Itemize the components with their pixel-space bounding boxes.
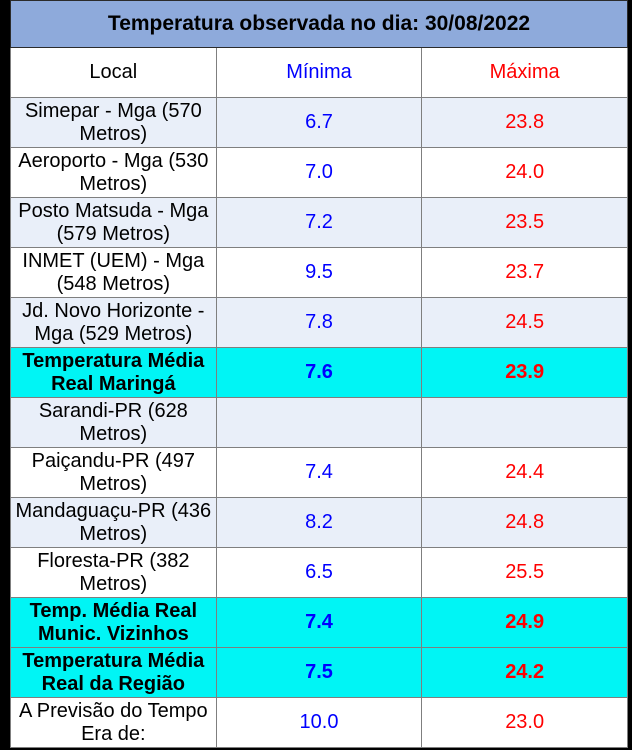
row-max: 25.5: [421, 547, 628, 598]
table-row: Sarandi-PR (628 Metros): [10, 397, 628, 448]
header-row: Local Mínima Máxima: [10, 47, 628, 98]
row-min: 6.5: [215, 547, 423, 598]
row-local: Jd. Novo Horizonte - Mga (529 Metros): [10, 297, 217, 348]
table-row: Aeroporto - Mga (530 Metros) 7.0 24.0: [10, 147, 628, 198]
avg-min: 7.4: [215, 597, 423, 648]
row-max: 23.8: [421, 97, 628, 148]
row-local: Simepar - Mga (570 Metros): [10, 97, 217, 148]
avg-max: 23.9: [421, 347, 628, 398]
row-min: 7.0: [215, 147, 423, 198]
table-row: Simepar - Mga (570 Metros) 6.7 23.8: [10, 97, 628, 148]
row-max: 23.7: [421, 247, 628, 298]
temperature-table: Temperatura observada no dia: 30/08/2022…: [10, 0, 628, 748]
header-minima: Mínima: [215, 47, 423, 98]
row-min: 8.2: [215, 497, 423, 548]
row-min: 7.2: [215, 197, 423, 248]
row-max: 23.5: [421, 197, 628, 248]
average-row-vizinhos: Temp. Média Real Munic. Vizinhos 7.4 24.…: [10, 597, 628, 648]
avg-local: Temp. Média Real Munic. Vizinhos: [10, 597, 217, 648]
avg-min: 7.5: [215, 647, 423, 698]
row-max: 24.0: [421, 147, 628, 198]
table-row: Paiçandu-PR (497 Metros) 7.4 24.4: [10, 447, 628, 498]
forecast-row: A Previsão do Tempo Era de: 10.0 23.0: [10, 697, 628, 748]
average-row-maringa: Temperatura Média Real Maringá 7.6 23.9: [10, 347, 628, 398]
forecast-max: 23.0: [421, 697, 628, 748]
row-local: Posto Matsuda - Mga (579 Metros): [10, 197, 217, 248]
row-min: 7.8: [215, 297, 423, 348]
row-local: Sarandi-PR (628 Metros): [10, 397, 217, 448]
table-row: Posto Matsuda - Mga (579 Metros) 7.2 23.…: [10, 197, 628, 248]
row-local: Mandaguaçu-PR (436 Metros): [10, 497, 217, 548]
header-maxima: Máxima: [421, 47, 628, 98]
table-row: Floresta-PR (382 Metros) 6.5 25.5: [10, 547, 628, 598]
forecast-min: 10.0: [215, 697, 423, 748]
table-row: Mandaguaçu-PR (436 Metros) 8.2 24.8: [10, 497, 628, 548]
row-local: Floresta-PR (382 Metros): [10, 547, 217, 598]
row-max: [421, 397, 628, 448]
table-title: Temperatura observada no dia: 30/08/2022: [10, 0, 628, 48]
avg-min: 7.6: [215, 347, 423, 398]
forecast-local: A Previsão do Tempo Era de:: [10, 697, 217, 748]
average-row-regiao: Temperatura Média Real da Região 7.5 24.…: [10, 647, 628, 698]
row-min: 6.7: [215, 97, 423, 148]
row-max: 24.8: [421, 497, 628, 548]
temperature-table-sheet: Temperatura observada no dia: 30/08/2022…: [10, 0, 628, 750]
row-min: 7.4: [215, 447, 423, 498]
row-local: INMET (UEM) - Mga (548 Metros): [10, 247, 217, 298]
avg-local: Temperatura Média Real Maringá: [10, 347, 217, 398]
row-min: [215, 397, 423, 448]
row-local: Aeroporto - Mga (530 Metros): [10, 147, 217, 198]
avg-max: 24.2: [421, 647, 628, 698]
row-max: 24.4: [421, 447, 628, 498]
title-row: Temperatura observada no dia: 30/08/2022: [10, 0, 628, 48]
row-max: 24.5: [421, 297, 628, 348]
avg-max: 24.9: [421, 597, 628, 648]
header-local: Local: [10, 47, 217, 98]
table-row: INMET (UEM) - Mga (548 Metros) 9.5 23.7: [10, 247, 628, 298]
row-min: 9.5: [215, 247, 423, 298]
row-local: Paiçandu-PR (497 Metros): [10, 447, 217, 498]
table-row: Jd. Novo Horizonte - Mga (529 Metros) 7.…: [10, 297, 628, 348]
avg-local: Temperatura Média Real da Região: [10, 647, 217, 698]
